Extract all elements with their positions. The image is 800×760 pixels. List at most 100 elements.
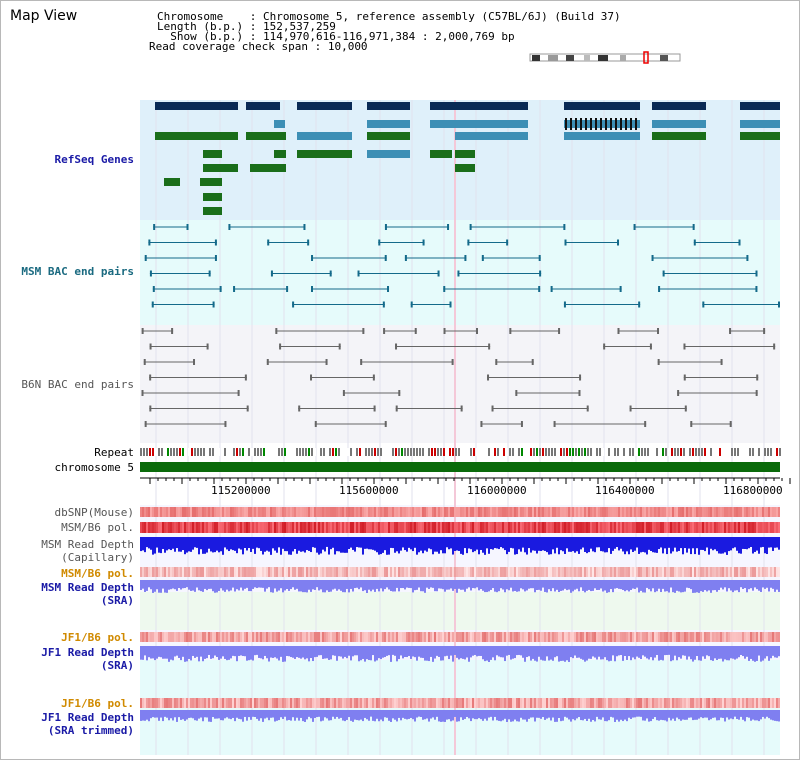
depth-bar	[470, 710, 472, 722]
depth-bar	[196, 710, 198, 721]
heat-cell	[512, 698, 514, 708]
heat-cell	[536, 632, 538, 642]
heat-cell	[652, 522, 654, 533]
heat-cell	[566, 522, 568, 533]
heat-cell	[410, 632, 412, 642]
track-label-jf1-depth-trimmed[interactable]: JF1 Read Depth (SRA trimmed)	[0, 711, 134, 737]
heat-cell	[404, 698, 406, 708]
repeat-mark	[674, 448, 676, 456]
heat-cell	[538, 507, 540, 517]
track-label-jf1-depth[interactable]: JF1 Read Depth (SRA)	[0, 646, 134, 672]
heat-cell	[188, 632, 190, 642]
heat-cell	[458, 522, 460, 533]
track-label-refseq[interactable]: RefSeq Genes	[54, 153, 134, 166]
depth-bar	[420, 646, 422, 658]
heat-cell	[196, 698, 198, 708]
heat-cell	[350, 522, 352, 533]
depth-bar	[292, 580, 294, 588]
depth-bar	[326, 537, 328, 547]
depth-bar	[218, 710, 220, 719]
repeat-mark	[326, 448, 328, 456]
depth-bar	[572, 646, 574, 659]
depth-bar	[550, 646, 552, 660]
heat-cell	[740, 567, 742, 577]
heat-cell	[600, 567, 602, 577]
heat-cell	[254, 567, 256, 577]
heat-cell	[348, 632, 350, 642]
bac-end	[384, 255, 387, 261]
depth-bar	[770, 710, 772, 720]
heat-cell	[760, 698, 762, 708]
heat-cell	[402, 507, 404, 517]
heat-cell	[528, 567, 530, 577]
bac-end	[539, 270, 542, 277]
heat-cell	[458, 507, 460, 517]
heat-cell	[708, 632, 710, 642]
depth-bar	[300, 537, 302, 552]
heat-cell	[768, 632, 770, 642]
heat-cell	[266, 632, 268, 642]
heat-cell	[292, 522, 294, 533]
track-label-chromosome[interactable]: chromosome 5	[54, 461, 134, 474]
heat-cell	[718, 507, 720, 517]
track-label-msm-depth-sra[interactable]: MSM Read Depth (SRA)	[0, 581, 134, 607]
depth-bar	[760, 710, 762, 720]
depth-bar	[510, 537, 512, 548]
heat-cell	[670, 522, 672, 533]
heat-cell	[550, 522, 552, 533]
heat-cell	[506, 698, 508, 708]
heat-cell	[532, 567, 534, 577]
depth-bar	[290, 710, 292, 721]
depth-bar	[218, 537, 220, 553]
heat-cell	[174, 507, 176, 517]
track-label-msm-depth-capillary[interactable]: MSM Read Depth (Capillary)	[0, 538, 134, 564]
heat-cell	[622, 522, 624, 533]
track-label-jf1-pol-2[interactable]: JF1/B6 pol.	[61, 697, 134, 710]
heat-cell	[312, 698, 314, 708]
heat-cell	[662, 632, 664, 642]
heat-cell	[336, 698, 338, 708]
depth-bar	[668, 537, 670, 548]
depth-bar	[246, 710, 248, 721]
heat-cell	[302, 522, 304, 533]
heat-cell	[290, 632, 292, 642]
depth-bar	[510, 646, 512, 660]
heat-cell	[264, 567, 266, 577]
depth-bar	[156, 710, 158, 718]
depth-bar	[340, 580, 342, 591]
depth-bar	[286, 646, 288, 656]
heat-cell	[676, 698, 678, 708]
heat-cell	[284, 507, 286, 517]
track-label-msm-bac[interactable]: MSM BAC end pairs	[21, 265, 134, 278]
heat-cell	[492, 632, 494, 642]
depth-bar	[750, 646, 752, 659]
heat-cell	[296, 632, 298, 642]
bac-end	[467, 239, 470, 246]
depth-bar	[574, 537, 576, 553]
heat-cell	[436, 507, 438, 517]
track-label-msm-pol-2[interactable]: MSM/B6 pol.	[61, 567, 134, 580]
heat-cell	[774, 698, 776, 708]
heat-cell	[690, 567, 692, 577]
depth-bar	[690, 710, 692, 718]
heat-cell	[768, 698, 770, 708]
track-label-b6n-bac[interactable]: B6N BAC end pairs	[21, 378, 134, 391]
heat-cell	[466, 632, 468, 642]
heat-cell	[622, 567, 624, 577]
heat-cell	[324, 632, 326, 642]
heat-cell	[624, 567, 626, 577]
track-label-msm-pol[interactable]: MSM/B6 pol.	[61, 521, 134, 534]
track-label-jf1-pol[interactable]: JF1/B6 pol.	[61, 631, 134, 644]
track-label-dbsnp[interactable]: dbSNP(Mouse)	[54, 506, 134, 519]
heat-cell	[754, 507, 756, 517]
heat-cell	[758, 507, 760, 517]
depth-bar	[374, 646, 376, 662]
track-label-repeat[interactable]: Repeat	[94, 446, 134, 459]
heat-cell	[140, 698, 142, 708]
heat-cell	[462, 567, 464, 577]
depth-bar	[446, 646, 448, 656]
heat-cell	[464, 507, 466, 517]
heat-cell	[304, 567, 306, 577]
heat-cell	[418, 507, 420, 517]
